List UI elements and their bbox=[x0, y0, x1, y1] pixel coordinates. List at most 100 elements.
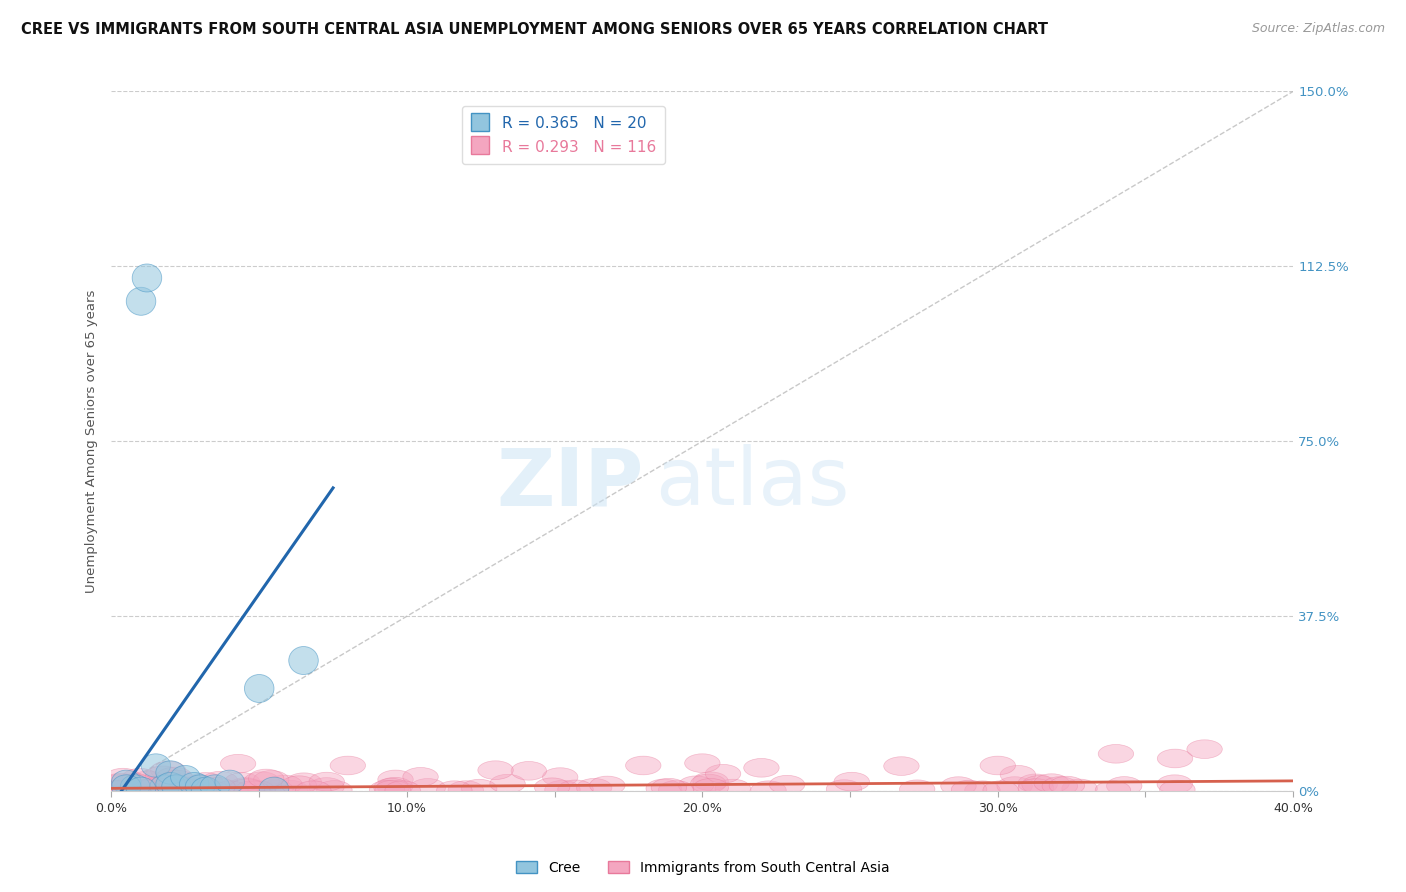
Ellipse shape bbox=[186, 775, 215, 798]
Ellipse shape bbox=[186, 777, 221, 796]
Ellipse shape bbox=[148, 780, 183, 799]
Ellipse shape bbox=[651, 779, 686, 797]
Ellipse shape bbox=[1157, 749, 1192, 768]
Ellipse shape bbox=[165, 780, 200, 799]
Ellipse shape bbox=[295, 780, 330, 799]
Ellipse shape bbox=[103, 773, 138, 792]
Ellipse shape bbox=[157, 780, 193, 798]
Ellipse shape bbox=[952, 780, 987, 799]
Ellipse shape bbox=[769, 775, 804, 794]
Ellipse shape bbox=[127, 777, 156, 800]
Ellipse shape bbox=[111, 775, 141, 798]
Ellipse shape bbox=[437, 780, 472, 799]
Text: Source: ZipAtlas.com: Source: ZipAtlas.com bbox=[1251, 22, 1385, 36]
Y-axis label: Unemployment Among Seniors over 65 years: Unemployment Among Seniors over 65 years bbox=[86, 290, 98, 593]
Ellipse shape bbox=[330, 756, 366, 775]
Ellipse shape bbox=[145, 766, 180, 785]
Ellipse shape bbox=[162, 775, 191, 798]
Ellipse shape bbox=[259, 777, 288, 800]
Ellipse shape bbox=[150, 761, 186, 780]
Ellipse shape bbox=[159, 771, 195, 789]
Ellipse shape bbox=[121, 780, 156, 799]
Ellipse shape bbox=[229, 779, 264, 797]
Ellipse shape bbox=[267, 775, 302, 794]
Ellipse shape bbox=[191, 777, 221, 800]
Ellipse shape bbox=[176, 780, 211, 799]
Ellipse shape bbox=[132, 264, 162, 292]
Ellipse shape bbox=[1160, 780, 1195, 799]
Ellipse shape bbox=[1018, 774, 1053, 793]
Ellipse shape bbox=[370, 780, 405, 799]
Ellipse shape bbox=[287, 772, 322, 791]
Ellipse shape bbox=[166, 780, 202, 799]
Ellipse shape bbox=[678, 776, 714, 795]
Ellipse shape bbox=[377, 777, 412, 796]
Ellipse shape bbox=[461, 780, 496, 798]
Ellipse shape bbox=[751, 780, 786, 799]
Ellipse shape bbox=[543, 768, 578, 787]
Ellipse shape bbox=[103, 780, 139, 799]
Ellipse shape bbox=[173, 780, 209, 798]
Ellipse shape bbox=[374, 779, 409, 797]
Ellipse shape bbox=[658, 780, 695, 799]
Ellipse shape bbox=[884, 756, 920, 775]
Ellipse shape bbox=[706, 764, 741, 783]
Ellipse shape bbox=[170, 765, 200, 789]
Ellipse shape bbox=[249, 769, 284, 788]
Ellipse shape bbox=[138, 779, 174, 797]
Ellipse shape bbox=[169, 780, 204, 799]
Ellipse shape bbox=[411, 779, 446, 797]
Ellipse shape bbox=[111, 780, 146, 799]
Ellipse shape bbox=[170, 780, 205, 799]
Ellipse shape bbox=[309, 778, 344, 797]
Ellipse shape bbox=[941, 777, 976, 796]
Ellipse shape bbox=[534, 778, 569, 797]
Ellipse shape bbox=[101, 780, 138, 798]
Ellipse shape bbox=[253, 771, 288, 789]
Ellipse shape bbox=[1187, 739, 1222, 758]
Ellipse shape bbox=[1157, 775, 1192, 794]
Ellipse shape bbox=[125, 776, 160, 795]
Ellipse shape bbox=[544, 780, 581, 799]
Ellipse shape bbox=[240, 780, 276, 799]
Ellipse shape bbox=[645, 779, 682, 797]
Text: atlas: atlas bbox=[655, 444, 849, 522]
Ellipse shape bbox=[121, 775, 150, 798]
Text: ZIP: ZIP bbox=[496, 444, 644, 522]
Ellipse shape bbox=[316, 780, 352, 799]
Ellipse shape bbox=[134, 780, 169, 799]
Ellipse shape bbox=[257, 780, 294, 798]
Ellipse shape bbox=[478, 761, 513, 780]
Ellipse shape bbox=[309, 772, 344, 791]
Ellipse shape bbox=[150, 775, 180, 798]
Ellipse shape bbox=[449, 780, 484, 799]
Ellipse shape bbox=[200, 775, 229, 798]
Ellipse shape bbox=[1018, 779, 1053, 797]
Ellipse shape bbox=[690, 774, 725, 793]
Ellipse shape bbox=[127, 287, 156, 315]
Ellipse shape bbox=[589, 776, 626, 795]
Ellipse shape bbox=[215, 770, 245, 794]
Ellipse shape bbox=[1107, 777, 1142, 796]
Ellipse shape bbox=[245, 674, 274, 703]
Ellipse shape bbox=[404, 767, 439, 786]
Ellipse shape bbox=[1062, 779, 1097, 797]
Ellipse shape bbox=[156, 761, 186, 784]
Ellipse shape bbox=[125, 780, 160, 798]
Ellipse shape bbox=[273, 780, 308, 799]
Ellipse shape bbox=[181, 780, 217, 798]
Ellipse shape bbox=[105, 768, 141, 787]
Ellipse shape bbox=[194, 780, 229, 799]
Legend: Cree, Immigrants from South Central Asia: Cree, Immigrants from South Central Asia bbox=[510, 855, 896, 880]
Ellipse shape bbox=[983, 780, 1018, 799]
Ellipse shape bbox=[693, 772, 728, 790]
Ellipse shape bbox=[100, 780, 135, 799]
Ellipse shape bbox=[228, 778, 263, 797]
Ellipse shape bbox=[744, 758, 779, 777]
Ellipse shape bbox=[693, 779, 728, 797]
Ellipse shape bbox=[1000, 765, 1036, 784]
Ellipse shape bbox=[235, 780, 270, 799]
Ellipse shape bbox=[900, 780, 935, 798]
Ellipse shape bbox=[558, 780, 593, 798]
Ellipse shape bbox=[489, 774, 526, 793]
